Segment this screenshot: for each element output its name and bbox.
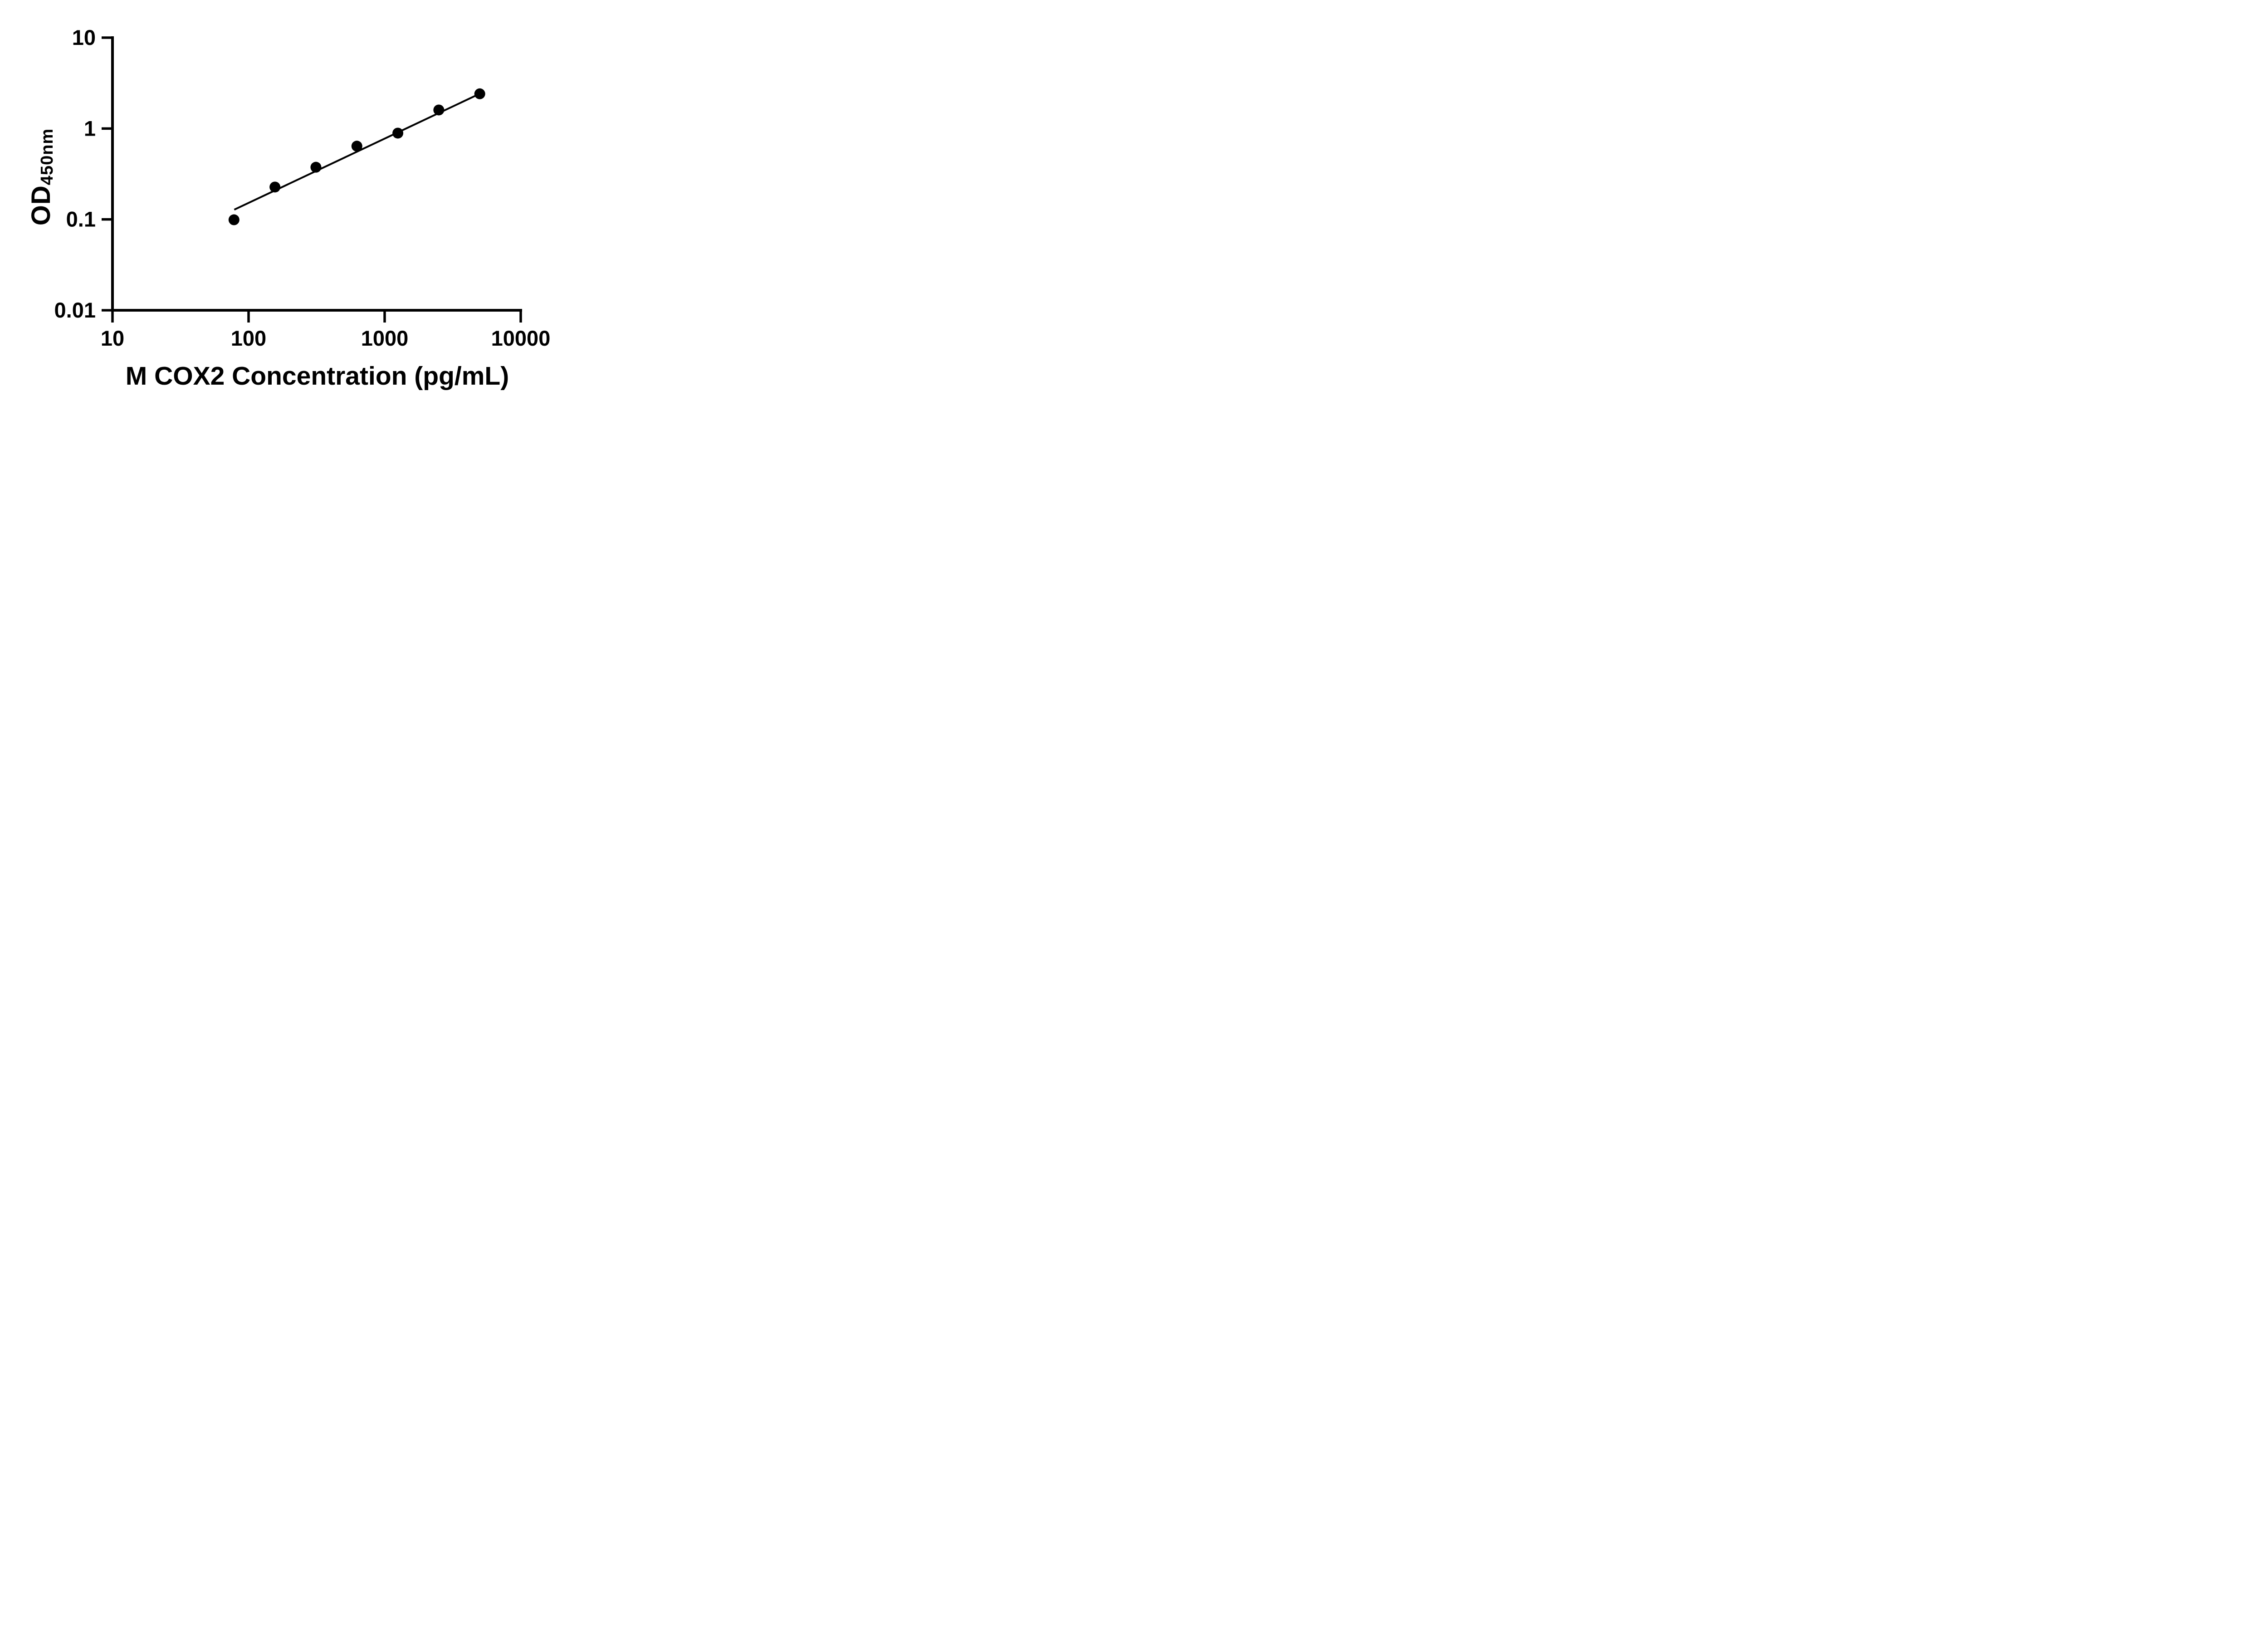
x-tick-label: 10000 xyxy=(491,326,551,350)
data-point xyxy=(228,214,240,225)
data-point xyxy=(269,181,281,193)
y-tick-label: 10 xyxy=(72,25,96,49)
y-tick-label: 0.01 xyxy=(54,298,96,322)
x-tick-label: 10 xyxy=(101,326,124,350)
y-tick-label: 0.1 xyxy=(66,207,96,231)
elisa-standard-curve-figure: 10 1 0.1 0.01 10 100 1000 10000 OD 450nm M COX2 … xyxy=(0,0,583,408)
data-point xyxy=(310,161,322,173)
y-tick-label: 1 xyxy=(84,116,96,140)
x-axis-title: M COX2 Concentration (pg/mL) xyxy=(125,362,509,391)
data-point xyxy=(351,141,362,152)
x-tick-label: 100 xyxy=(231,326,266,350)
y-axis-title-subscript: 450nm xyxy=(37,128,57,186)
data-point xyxy=(474,88,485,99)
y-axis-title-main: OD xyxy=(26,185,56,226)
data-point xyxy=(392,127,404,139)
data-point xyxy=(433,104,445,116)
x-tick-label: 1000 xyxy=(361,326,409,350)
